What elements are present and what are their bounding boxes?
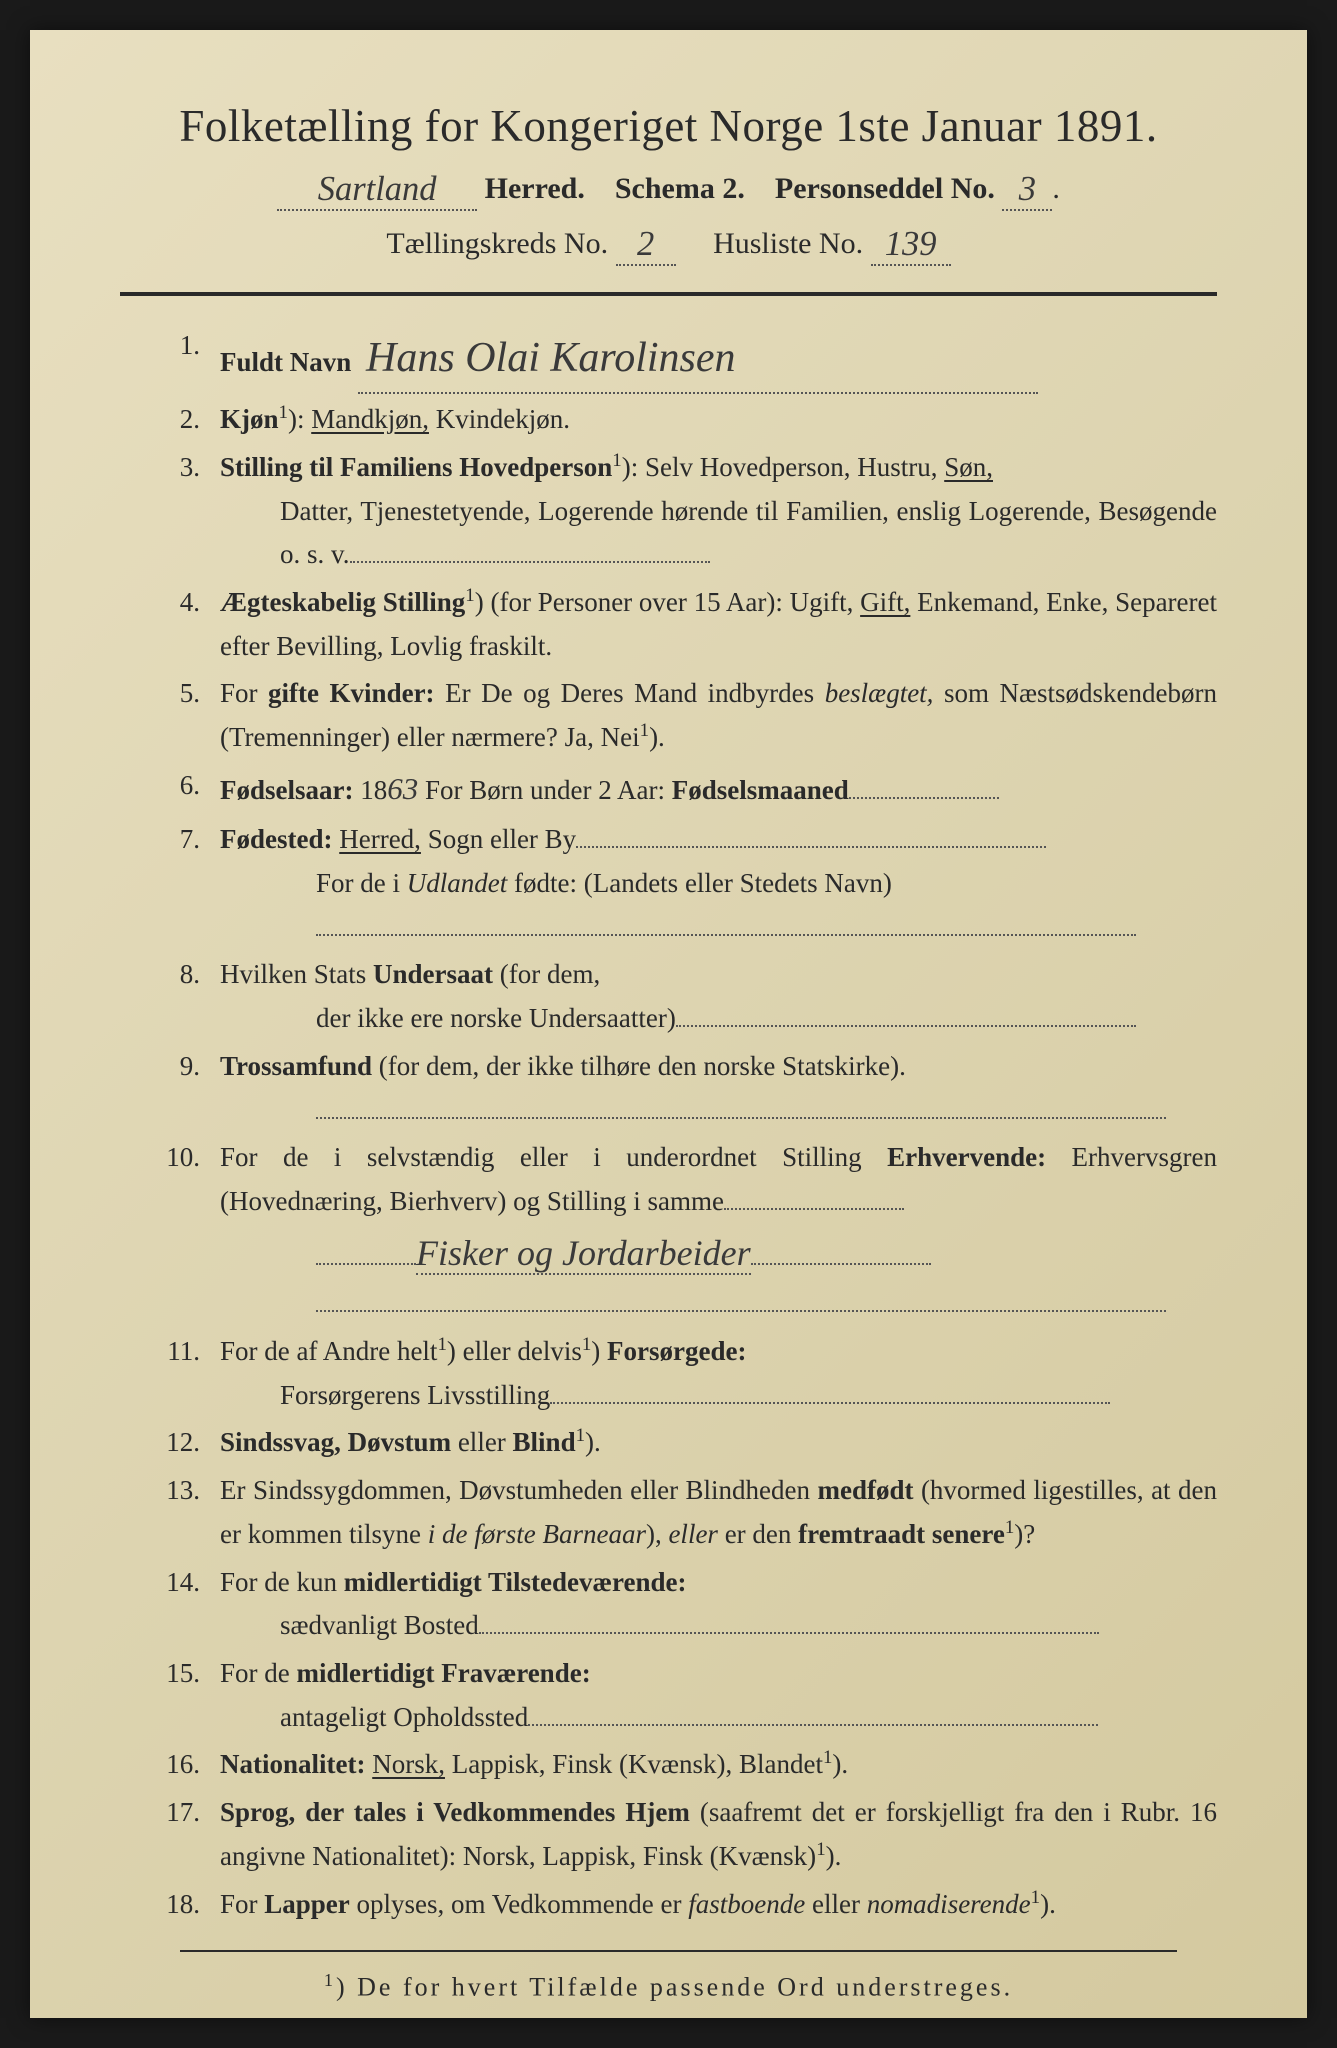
footnote: 1) De for hvert Tilfælde passende Ord un…	[120, 1970, 1217, 2003]
taellingskreds-no: 2	[616, 225, 676, 266]
fuldt-navn-value: Hans Olai Karolinsen	[358, 324, 1038, 394]
personseddel-no: 3	[1002, 170, 1052, 211]
item-10: 10. For de i selvstændig eller i underor…	[162, 1136, 1217, 1326]
herred-value: Sartland	[277, 170, 477, 211]
item-7: 7. Fødested: Herred, Sogn eller By For d…	[162, 818, 1217, 949]
nationalitet-selected: Norsk,	[372, 1749, 445, 1779]
herred-label: Herred.	[485, 172, 585, 205]
item-8: 8. Hvilken Stats Undersaat (for dem, der…	[162, 953, 1217, 1040]
item-16: 16. Nationalitet: Norsk, Lappisk, Finsk …	[162, 1743, 1217, 1787]
personseddel-label: Personseddel No.	[775, 172, 995, 205]
item-17: 17. Sprog, der tales i Vedkommendes Hjem…	[162, 1791, 1217, 1878]
form-items: 1. Fuldt Navn Hans Olai Karolinsen 2. Kj…	[120, 324, 1217, 1926]
husliste-no: 139	[871, 225, 951, 266]
header-row-2: Tællingskreds No. 2 Husliste No. 139	[120, 223, 1217, 264]
item-3: 3. Stilling til Familiens Hovedperson1):…	[162, 446, 1217, 577]
item-9: 9. Trossamfund (for dem, der ikke tilhør…	[162, 1045, 1217, 1132]
item-2: 2. Kjøn1): Mandkjøn, Kvindekjøn.	[162, 398, 1217, 442]
item-18: 18. For Lapper oplyses, om Vedkommende e…	[162, 1883, 1217, 1927]
erhverv-value: Fisker og Jordarbeider	[416, 1233, 751, 1275]
taellingskreds-label: Tællingskreds No.	[386, 227, 608, 260]
item-5: 5. For gifte Kvinder: Er De og Deres Man…	[162, 672, 1217, 759]
census-form-page: Folketælling for Kongeriget Norge 1ste J…	[30, 30, 1307, 2018]
item-14: 14. For de kun midlertidigt Tilstedevære…	[162, 1561, 1217, 1648]
item-12: 12. Sindssvag, Døvstum eller Blind1).	[162, 1421, 1217, 1465]
item-1: 1. Fuldt Navn Hans Olai Karolinsen	[162, 324, 1217, 394]
aegteskab-selected: Gift,	[860, 587, 910, 617]
label-fuldt-navn: Fuldt Navn	[220, 347, 351, 377]
item-6: 6. Fødselsaar: 1863 For Børn under 2 Aar…	[162, 764, 1217, 814]
item-13: 13. Er Sindssygdommen, Døvstumheden elle…	[162, 1469, 1217, 1556]
header-row-1: Sartland Herred. Schema 2. Personseddel …	[120, 168, 1217, 209]
page-title: Folketælling for Kongeriget Norge 1ste J…	[120, 100, 1217, 152]
husliste-label: Husliste No.	[713, 227, 863, 260]
divider-top	[120, 292, 1217, 296]
item-11: 11. For de af Andre helt1) eller delvis1…	[162, 1330, 1217, 1417]
kjon-selected: Mandkjøn,	[311, 404, 429, 434]
item-4: 4. Ægteskabelig Stilling1) (for Personer…	[162, 581, 1217, 668]
schema-label: Schema 2.	[615, 172, 745, 205]
stilling-selected: Søn,	[944, 452, 993, 482]
item-15: 15. For de midlertidigt Fraværende: anta…	[162, 1652, 1217, 1739]
divider-bottom	[180, 1950, 1177, 1952]
fodested-selected: Herred,	[339, 824, 421, 854]
fodselsaar-value: 63	[387, 771, 418, 806]
